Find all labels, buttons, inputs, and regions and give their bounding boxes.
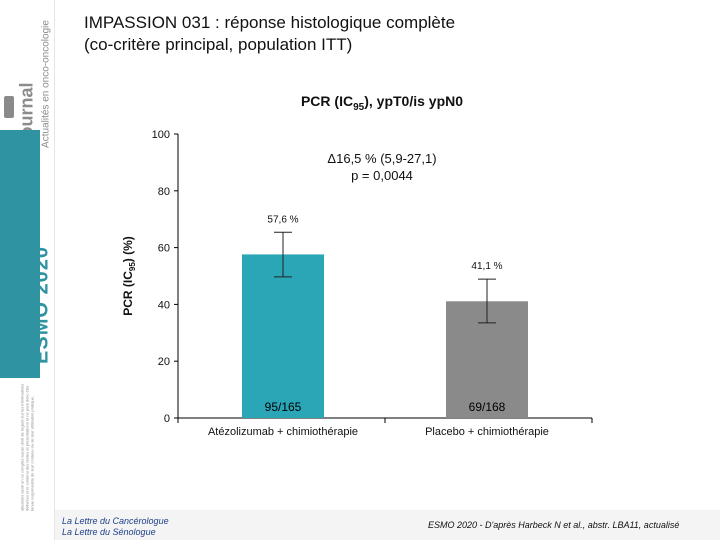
y-axis-label: PCR (IC95) (%)	[121, 236, 137, 316]
y-tick-label: 60	[158, 243, 170, 255]
count-label-1: 95/165	[265, 400, 302, 414]
sidebar-divider	[54, 0, 55, 540]
y-tick-label: 100	[152, 129, 170, 141]
congress-strip	[0, 130, 40, 378]
footer-publications: La Lettre du Cancérologue La Lettre du S…	[62, 516, 169, 538]
annotation-pvalue: p = 0,0044	[351, 168, 413, 183]
chart-title: PCR (IC95), ypT0/is ypN0	[301, 93, 463, 113]
journal-logo-icon	[4, 96, 14, 118]
data-label-2: 41,1 %	[471, 261, 502, 272]
annotation-delta: Δ16,5 % (5,9-27,1)	[327, 151, 436, 166]
bar-1	[242, 254, 324, 418]
data-label-1: 57,6 %	[267, 214, 298, 225]
y-tick-label: 20	[158, 356, 170, 368]
x-category-label-1: Atézolizumab + chimiothérapie	[208, 426, 358, 438]
title-line-1: IMPASSION 031 : réponse histologique com…	[84, 13, 456, 32]
title-line-2: (co-critère principal, population ITT)	[84, 35, 353, 54]
sidebar: e.journal Actualités en onco-oncologie E…	[0, 0, 54, 540]
slide-title: IMPASSION 031 : réponse histologique com…	[84, 12, 684, 56]
footer-reference: ESMO 2020 - D'après Harbeck N et al., ab…	[428, 520, 680, 530]
x-category-label-2: Placebo + chimiothérapie	[425, 426, 549, 438]
y-tick-label: 80	[158, 186, 170, 198]
count-label-2: 69/168	[469, 400, 506, 414]
y-tick-label: 0	[164, 413, 170, 425]
y-tick-label: 40	[158, 299, 170, 311]
footer-publication-2: La Lettre du Sénologue	[62, 527, 156, 537]
footer-publication-1: La Lettre du Cancérologue	[62, 516, 169, 526]
